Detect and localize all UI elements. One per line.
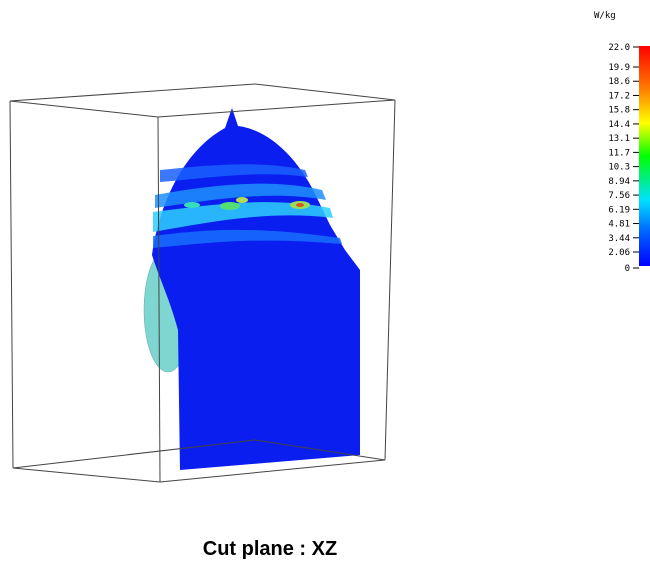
colorbar-label: 22.0 [608,43,630,53]
caption: Cut plane : XZ [203,538,337,560]
colorbar-label: 6.19 [608,205,630,215]
colorbar-scale [639,46,650,266]
colorbar-label: 4.81 [608,220,630,230]
colorbar-unit: W/kg [594,11,616,21]
colorbar-label: 0 [625,264,630,274]
colorbar-label: 14.4 [608,120,630,130]
colorbar-label: 7.56 [608,191,630,201]
colorbar-label: 17.2 [608,91,630,101]
colorbar-label: 18.6 [608,77,630,87]
colorbar-label: 19.9 [608,63,630,73]
sar-cut [152,108,360,470]
colorbar-label: 2.06 [608,248,630,258]
colorbar: W/kg 22.0 19.9 18.6 17.2 15.8 14.4 13.1 11.7 10.… [594,11,650,274]
colorbar-label: 11.7 [608,148,630,158]
colorbar-label: 8.94 [608,177,630,187]
colorbar-label: 13.1 [608,134,630,144]
model [144,108,360,470]
colorbar-label: 3.44 [608,234,630,244]
colorbar-label: 15.8 [608,106,630,116]
figure: W/kg 22.0 19.9 18.6 17.2 15.8 14.4 13.1 11.7 10.… [0,0,650,574]
colorbar-label: 10.3 [608,163,630,173]
